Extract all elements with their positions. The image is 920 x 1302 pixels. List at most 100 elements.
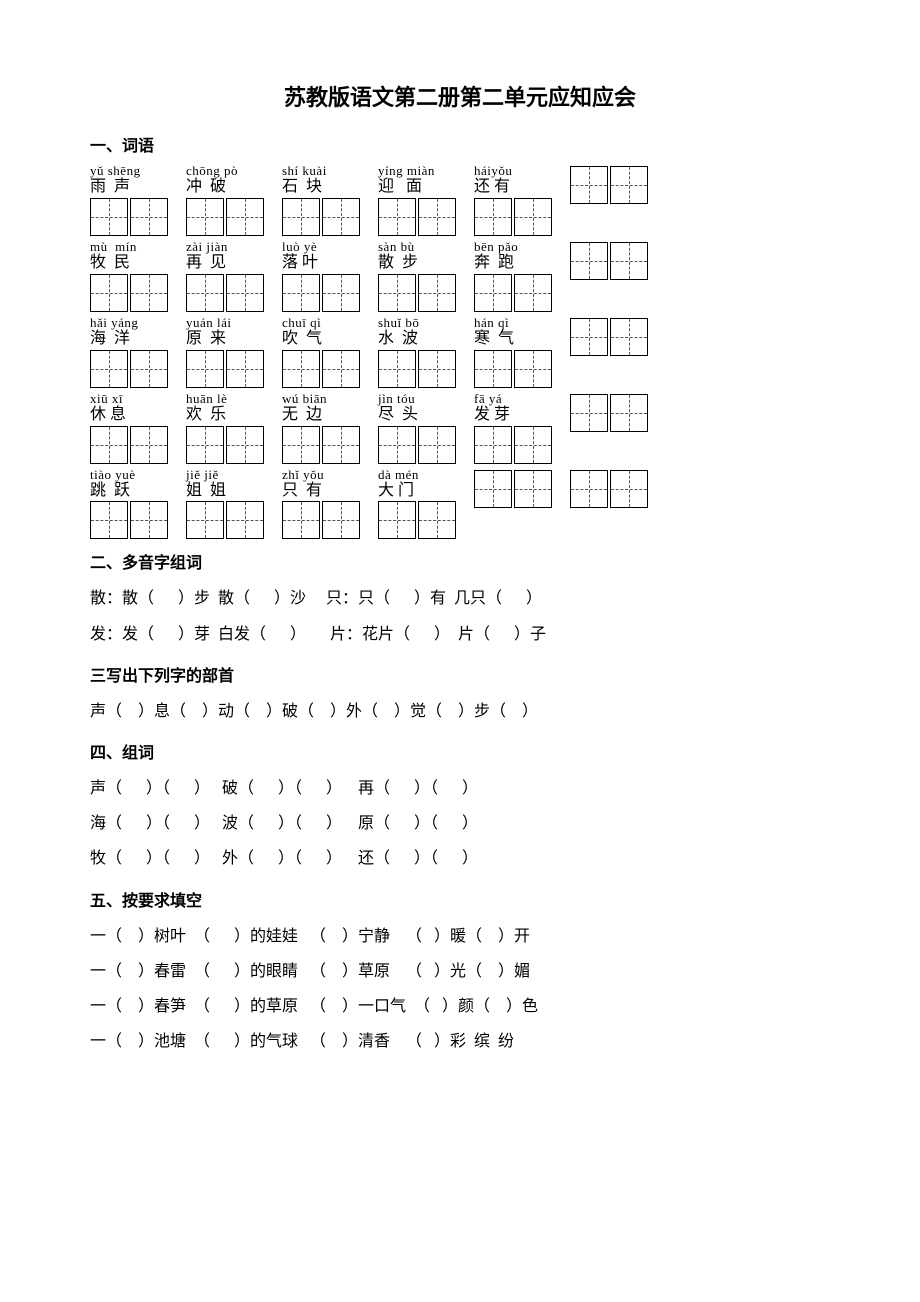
tianzi-box[interactable]	[570, 470, 608, 508]
tianzi-box[interactable]	[418, 350, 456, 388]
tianzi-box[interactable]	[186, 350, 224, 388]
hanzi: 休 息	[90, 406, 126, 424]
word-block: hǎi yáng海 洋	[90, 316, 168, 388]
tianzi-box[interactable]	[186, 274, 224, 312]
hanzi: 再 见	[186, 254, 226, 272]
tianzi-box[interactable]	[90, 274, 128, 312]
tianzi-box[interactable]	[226, 198, 264, 236]
tianzi-box[interactable]	[226, 426, 264, 464]
tianzi-box[interactable]	[90, 350, 128, 388]
section-3-header: 三写出下列字的部首	[90, 662, 830, 686]
tianzi-box[interactable]	[186, 501, 224, 539]
tianzi-box[interactable]	[378, 501, 416, 539]
s2-line-2: 发：发（ ）芽 白发（ ） 片：花片（ ） 片（ ）子	[90, 617, 830, 652]
word-block: zài jiàn再 见	[186, 240, 264, 312]
tianzi-boxes	[90, 501, 168, 539]
tianzi-boxes	[186, 426, 264, 464]
tianzi-box[interactable]	[514, 198, 552, 236]
word-block	[570, 468, 648, 540]
tianzi-box[interactable]	[322, 501, 360, 539]
tianzi-box[interactable]	[186, 198, 224, 236]
tianzi-box[interactable]	[282, 274, 320, 312]
tianzi-box[interactable]	[130, 274, 168, 312]
hanzi: 吹 气	[282, 330, 322, 348]
tianzi-box[interactable]	[130, 350, 168, 388]
tianzi-box[interactable]	[570, 318, 608, 356]
word-row-2: hǎi yáng海 洋yuán lái原 来chuī qì吹 气shuǐ bō水…	[90, 316, 830, 388]
tianzi-box[interactable]	[474, 470, 512, 508]
tianzi-box[interactable]	[130, 501, 168, 539]
tianzi-box[interactable]	[610, 242, 648, 280]
tianzi-box[interactable]	[322, 350, 360, 388]
pinyin: bēn pǎo	[474, 240, 518, 254]
tianzi-box[interactable]	[226, 501, 264, 539]
tianzi-box[interactable]	[282, 501, 320, 539]
pinyin: zài jiàn	[186, 240, 228, 254]
tianzi-box[interactable]	[570, 242, 608, 280]
tianzi-boxes	[378, 501, 456, 539]
tianzi-box[interactable]	[610, 166, 648, 204]
tianzi-box[interactable]	[226, 350, 264, 388]
tianzi-box[interactable]	[418, 501, 456, 539]
tianzi-box[interactable]	[378, 350, 416, 388]
tianzi-box[interactable]	[90, 426, 128, 464]
tianzi-box[interactable]	[322, 426, 360, 464]
hanzi: 牧 民	[90, 254, 130, 272]
hanzi: 散 步	[378, 254, 418, 272]
tianzi-box[interactable]	[282, 350, 320, 388]
tianzi-box[interactable]	[130, 198, 168, 236]
pinyin: jiě jiě	[186, 468, 219, 482]
tianzi-box[interactable]	[90, 501, 128, 539]
tianzi-box[interactable]	[514, 426, 552, 464]
tianzi-boxes	[282, 274, 360, 312]
tianzi-box[interactable]	[418, 274, 456, 312]
tianzi-box[interactable]	[514, 274, 552, 312]
tianzi-box[interactable]	[282, 426, 320, 464]
tianzi-box[interactable]	[378, 426, 416, 464]
word-block: fā yá发 芽	[474, 392, 552, 464]
pinyin: háiyǒu	[474, 164, 512, 178]
tianzi-boxes	[474, 198, 552, 236]
pinyin: wú biān	[282, 392, 327, 406]
tianzi-box[interactable]	[570, 394, 608, 432]
tianzi-box[interactable]	[474, 198, 512, 236]
tianzi-box[interactable]	[514, 470, 552, 508]
tianzi-boxes	[378, 350, 456, 388]
hanzi: 欢 乐	[186, 406, 226, 424]
tianzi-box[interactable]	[474, 274, 512, 312]
word-row-3: xiū xī休 息huān lè欢 乐wú biān无 边jìn tóu尽 头f…	[90, 392, 830, 464]
section-5: 五、按要求填空 一（ ）树叶 （ ）的娃娃 （ ）宁静 （ ）暖（ ）开 一（ …	[90, 887, 830, 1060]
tianzi-box[interactable]	[322, 274, 360, 312]
pinyin: xiū xī	[90, 392, 123, 406]
tianzi-box[interactable]	[130, 426, 168, 464]
tianzi-boxes	[570, 242, 648, 280]
tianzi-box[interactable]	[474, 426, 512, 464]
tianzi-boxes	[570, 166, 648, 204]
word-block: sàn bù散 步	[378, 240, 456, 312]
tianzi-box[interactable]	[378, 274, 416, 312]
tianzi-box[interactable]	[474, 350, 512, 388]
word-row-0: yǔ shēng雨 声chōng pò冲 破shí kuài石 块yíng mi…	[90, 164, 830, 236]
s4-line-3: 牧（ ）（ ） 外（ ）（ ） 还（ ）（ ）	[90, 841, 830, 876]
tianzi-box[interactable]	[418, 426, 456, 464]
tianzi-box[interactable]	[610, 318, 648, 356]
pinyin: hán qì	[474, 316, 509, 330]
tianzi-box[interactable]	[322, 198, 360, 236]
hanzi: 大 门	[378, 482, 414, 500]
tianzi-box[interactable]	[610, 470, 648, 508]
tianzi-box[interactable]	[282, 198, 320, 236]
tianzi-box[interactable]	[514, 350, 552, 388]
hanzi: 尽 头	[378, 406, 418, 424]
hanzi: 还 有	[474, 178, 510, 196]
tianzi-box[interactable]	[226, 274, 264, 312]
tianzi-box[interactable]	[418, 198, 456, 236]
pinyin: yuán lái	[186, 316, 232, 330]
tianzi-boxes	[570, 470, 648, 508]
word-block: hán qì寒 气	[474, 316, 552, 388]
tianzi-box[interactable]	[186, 426, 224, 464]
tianzi-box[interactable]	[90, 198, 128, 236]
tianzi-box[interactable]	[570, 166, 608, 204]
tianzi-box[interactable]	[378, 198, 416, 236]
tianzi-box[interactable]	[610, 394, 648, 432]
pinyin: hǎi yáng	[90, 316, 138, 330]
